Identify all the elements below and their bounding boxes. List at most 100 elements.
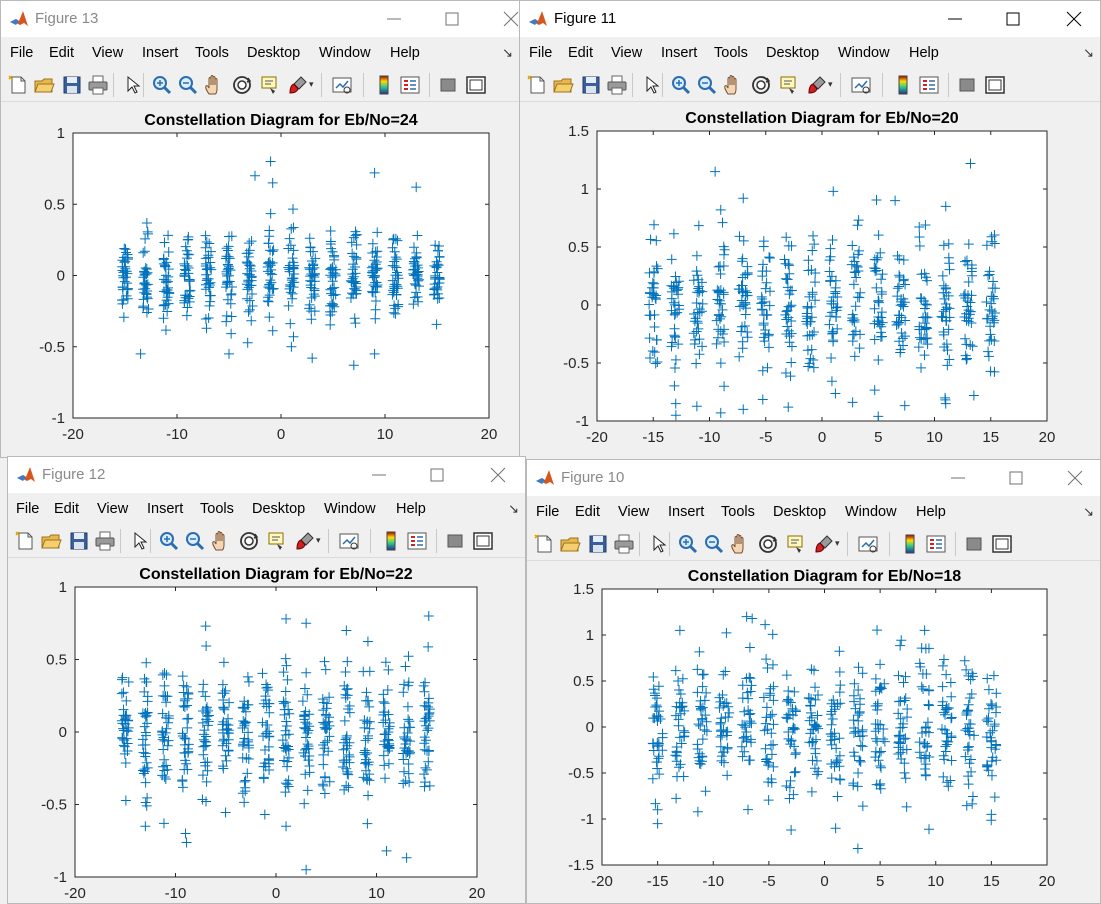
zoom-out-button[interactable] [184,530,206,552]
menu-view[interactable]: View [92,45,124,61]
save-button[interactable] [68,530,90,552]
rotate-3d-button[interactable] [238,530,260,552]
show-plot-tools-button[interactable] [984,74,1006,96]
close-button[interactable] [1050,1,1096,37]
menu-tools[interactable]: Tools [195,45,229,61]
menu-insert[interactable]: Insert [142,45,179,61]
colorbar-button[interactable] [899,533,921,555]
new-figure-button[interactable] [14,530,36,552]
menu-window[interactable]: Window [845,504,897,520]
show-plot-tools-button[interactable] [472,530,494,552]
close-button[interactable] [1051,460,1097,496]
menu-tools[interactable]: Tools [200,501,234,517]
open-file-button[interactable] [40,530,62,552]
constellation-plot[interactable]: Constellation Diagram for Eb/No=22-20 -10… [8,558,526,904]
pointer-button[interactable] [647,533,669,555]
figure-10-window[interactable]: Figure 10 File Edit View Insert Tools Desktop W… [526,459,1101,904]
menu-window[interactable]: Window [324,501,376,517]
show-plot-tools-button[interactable] [465,74,487,96]
menu-file[interactable]: File [10,45,34,61]
menu-insert[interactable]: Insert [147,501,184,517]
menu-edit[interactable]: Edit [575,504,600,520]
brush-dropdown-arrow-icon[interactable]: ▾ [828,79,833,89]
menu-tools[interactable]: Tools [714,45,748,61]
brush-button[interactable] [813,533,835,555]
constellation-plot[interactable]: Constellation Diagram for Eb/No=24-20 -10… [1,102,520,458]
dock-arrow-icon[interactable]: ↘ [1083,504,1094,519]
data-cursor-button[interactable] [785,533,807,555]
menu-window[interactable]: Window [838,45,890,61]
legend-button[interactable] [925,533,947,555]
menu-desktop[interactable]: Desktop [766,45,820,61]
save-button[interactable] [580,74,602,96]
menu-edit[interactable]: Edit [54,501,79,517]
brush-dropdown-arrow-icon[interactable]: ▾ [309,79,314,89]
save-button[interactable] [587,533,609,555]
legend-button[interactable] [399,74,421,96]
maximize-button[interactable] [414,457,460,493]
legend-button[interactable] [918,74,940,96]
data-cursor-button[interactable] [266,530,288,552]
pointer-button[interactable] [640,74,662,96]
hide-plot-tools-button[interactable] [444,530,466,552]
pointer-button[interactable] [128,530,150,552]
menu-help[interactable]: Help [909,45,939,61]
dock-arrow-icon[interactable]: ↘ [502,45,513,60]
zoom-in-button[interactable] [151,74,173,96]
close-button[interactable] [487,1,519,37]
menu-view[interactable]: View [97,501,129,517]
zoom-out-button[interactable] [696,74,718,96]
figure-13-window[interactable]: Figure 13 File Edit View Insert Tools Desktop W… [0,0,520,458]
menu-file[interactable]: File [536,504,560,520]
menu-edit[interactable]: Edit [49,45,74,61]
brush-dropdown-arrow-icon[interactable]: ▾ [835,538,840,548]
new-figure-button[interactable] [526,74,548,96]
data-cursor-button[interactable] [778,74,800,96]
link-plot-button[interactable] [850,74,872,96]
menu-tools[interactable]: Tools [721,504,755,520]
minimize-button[interactable] [935,460,981,496]
maximize-button[interactable] [429,1,475,37]
print-button[interactable] [606,74,628,96]
menu-desktop[interactable]: Desktop [252,501,306,517]
open-file-button[interactable] [33,74,55,96]
hide-plot-tools-button[interactable] [437,74,459,96]
show-plot-tools-button[interactable] [991,533,1013,555]
open-file-button[interactable] [552,74,574,96]
new-figure-button[interactable] [533,533,555,555]
brush-button[interactable] [287,74,309,96]
constellation-plot[interactable]: Constellation Diagram for Eb/No=18-20 -15… [527,561,1101,904]
maximize-button[interactable] [990,1,1036,37]
rotate-3d-button[interactable] [231,74,253,96]
menu-window[interactable]: Window [319,45,371,61]
brush-button[interactable] [806,74,828,96]
minimize-button[interactable] [356,457,402,493]
hide-plot-tools-button[interactable] [956,74,978,96]
menu-file[interactable]: File [16,501,40,517]
zoom-in-button[interactable] [670,74,692,96]
data-cursor-button[interactable] [259,74,281,96]
hide-plot-tools-button[interactable] [963,533,985,555]
zoom-in-button[interactable] [677,533,699,555]
zoom-out-button[interactable] [177,74,199,96]
rotate-3d-button[interactable] [750,74,772,96]
zoom-in-button[interactable] [158,530,180,552]
colorbar-button[interactable] [380,530,402,552]
menu-edit[interactable]: Edit [568,45,593,61]
menu-file[interactable]: File [529,45,553,61]
link-plot-button[interactable] [857,533,879,555]
legend-button[interactable] [406,530,428,552]
figure-11-window[interactable]: Figure 11 File Edit View Insert Tools Desktop W… [519,0,1101,460]
minimize-button[interactable] [371,1,417,37]
title-bar[interactable]: Figure 12 [8,457,525,493]
dock-arrow-icon[interactable]: ↘ [508,501,519,516]
link-plot-button[interactable] [331,74,353,96]
colorbar-button[interactable] [892,74,914,96]
pan-button[interactable] [722,74,744,96]
dock-arrow-icon[interactable]: ↘ [1083,45,1094,60]
menu-insert[interactable]: Insert [668,504,705,520]
colorbar-button[interactable] [373,74,395,96]
menu-help[interactable]: Help [390,45,420,61]
zoom-out-button[interactable] [703,533,725,555]
menu-insert[interactable]: Insert [661,45,698,61]
